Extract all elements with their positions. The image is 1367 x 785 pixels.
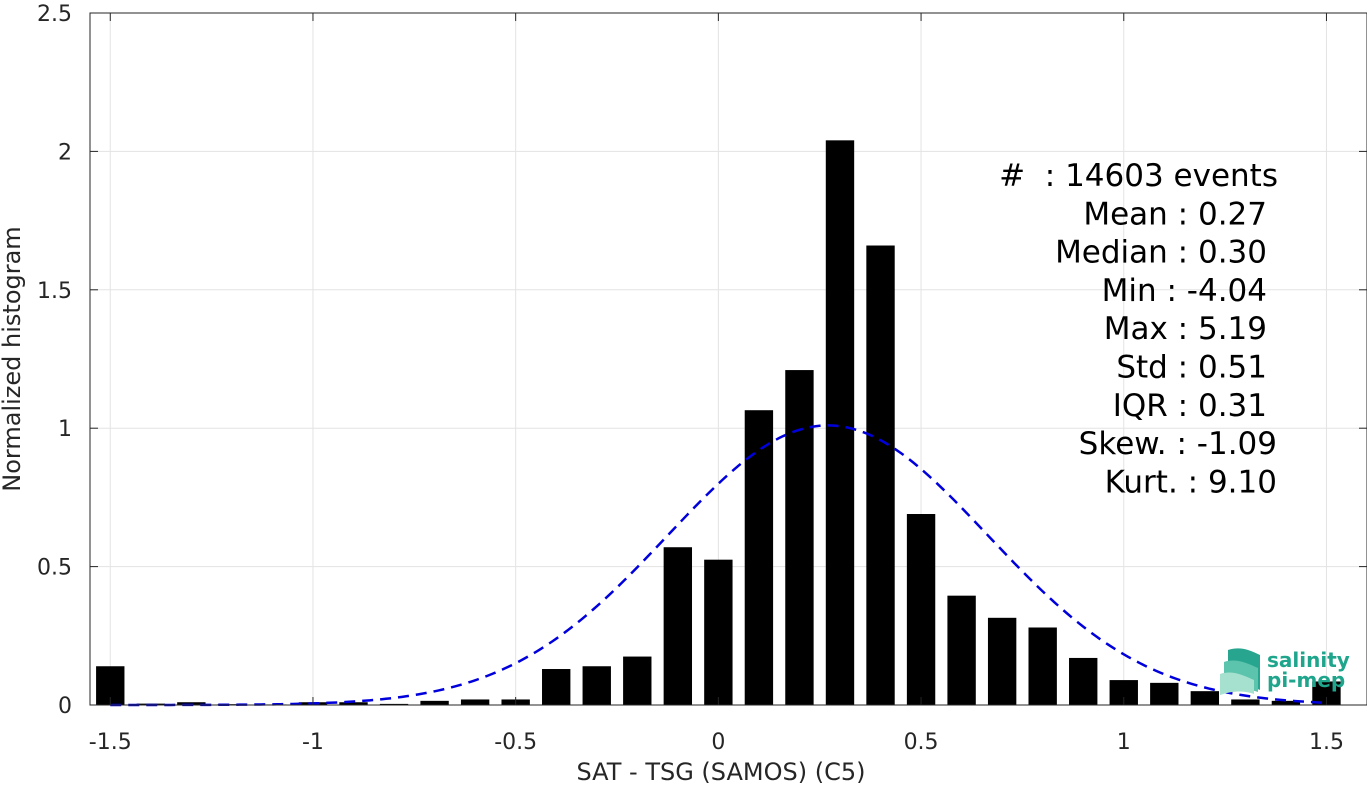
- x-tick-label: 1.5: [1309, 730, 1344, 755]
- histogram-bar: [947, 595, 976, 705]
- y-tick-label: 2.5: [37, 2, 72, 27]
- y-axis-label: Normalized histogram: [0, 226, 26, 491]
- x-tick-label: 1: [1117, 730, 1131, 755]
- histogram-bar: [785, 370, 814, 705]
- histogram-bar: [379, 703, 409, 705]
- histogram-bar: [420, 700, 449, 705]
- y-axis-ticks: 0 0.5 1 1.5 2 2.5: [37, 2, 1367, 719]
- x-axis-label: SAT - TSG (SAMOS) (C5): [577, 758, 866, 785]
- histogram-bar: [177, 702, 206, 705]
- wave-logo-icon: [1220, 648, 1260, 695]
- histogram-bar: [825, 140, 855, 705]
- salinity-pi-mep-logo: salinity pi-mep: [1220, 648, 1350, 695]
- stats-line: Max : 5.19: [1104, 311, 1267, 347]
- x-axis-ticks: -1.5 -1 -0.5 0 0.5 1 1.5: [89, 13, 1344, 755]
- histogram-bar: [987, 617, 1017, 705]
- stats-line: # : 14603 events: [999, 158, 1278, 194]
- stats-line: IQR : 0.31: [1113, 388, 1267, 424]
- stats-line: Std : 0.51: [1116, 350, 1267, 386]
- y-tick-label: 2: [58, 140, 72, 165]
- histogram-bar: [1231, 699, 1260, 705]
- histogram-bars: [96, 140, 1341, 705]
- y-tick-label: 1.5: [37, 279, 72, 304]
- histogram-bar: [663, 547, 693, 705]
- y-tick-label: 0.5: [37, 556, 72, 581]
- stats-line: Kurt. : 9.10: [1105, 464, 1277, 500]
- histogram-bar: [1069, 657, 1098, 705]
- histogram-bar: [623, 656, 652, 705]
- stats-line: Mean : 0.27: [1083, 196, 1267, 232]
- histogram-bar: [1190, 691, 1220, 705]
- histogram-bar: [1312, 681, 1341, 705]
- x-tick-label: -1.5: [89, 730, 132, 755]
- histogram-bar: [460, 699, 490, 705]
- histogram-bar: [704, 559, 733, 705]
- plot-frame: [89, 12, 1367, 706]
- stats-line: Median : 0.30: [1055, 235, 1267, 271]
- histogram-bar: [744, 410, 774, 705]
- stats-line: Skew. : -1.09: [1079, 426, 1277, 462]
- histogram-bar: [866, 245, 895, 705]
- y-tick-label: 1: [58, 417, 72, 442]
- logo-text-pi-mep: pi-mep: [1267, 668, 1345, 692]
- x-tick-label: -1: [302, 730, 324, 755]
- x-tick-label: 0.5: [904, 730, 939, 755]
- histogram-bar: [1028, 627, 1057, 705]
- histogram-bar: [1271, 700, 1301, 705]
- x-tick-label: 0: [711, 730, 725, 755]
- logo-text-salinity: salinity: [1267, 648, 1350, 672]
- histogram-bar: [1150, 682, 1179, 705]
- histogram-bar: [906, 514, 936, 705]
- x-tick-label: -0.5: [494, 730, 537, 755]
- histogram-bar: [542, 669, 571, 705]
- y-tick-label: 0: [58, 694, 72, 719]
- histogram-bar: [339, 702, 368, 705]
- stats-line: Min : -4.04: [1102, 273, 1267, 309]
- histogram-bar: [582, 666, 611, 705]
